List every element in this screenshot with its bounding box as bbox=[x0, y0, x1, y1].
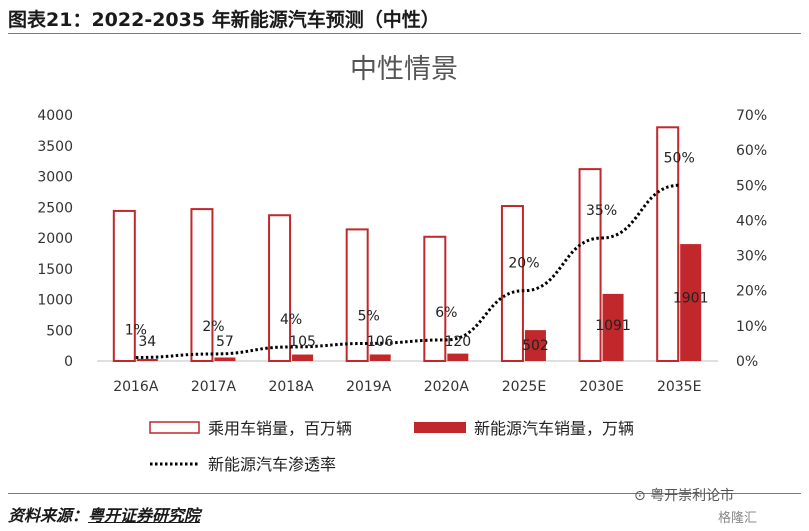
y2-tick-label: 40% bbox=[736, 213, 767, 229]
penetration-label: 50% bbox=[664, 150, 695, 166]
y-tick-label: 2000 bbox=[37, 231, 73, 247]
x-tick-label: 2025E bbox=[502, 379, 546, 395]
nev-sales-label: 1901 bbox=[673, 291, 709, 307]
penetration-label: 2% bbox=[202, 319, 224, 335]
y-tick-label: 0 bbox=[64, 354, 73, 370]
x-tick-label: 2019A bbox=[346, 379, 392, 395]
data-labels: 34 57 105 106 120 502 1091 1901 1% 2% 4% 5% 6% 20% 35%… bbox=[125, 150, 709, 354]
nev-sales-bar bbox=[369, 354, 391, 361]
passenger-car-bar bbox=[500, 205, 524, 362]
y-tick-label: 3500 bbox=[37, 139, 73, 155]
x-tick-label: 2030E bbox=[579, 379, 623, 395]
x-tick-label: 2017A bbox=[191, 379, 237, 395]
nev-sales-bar bbox=[214, 357, 236, 361]
nev-sales-bar bbox=[292, 354, 314, 361]
legend-swatch-nev bbox=[414, 422, 466, 433]
source-name: 粤开证券研究院 bbox=[88, 506, 201, 525]
penetration-label: 20% bbox=[508, 256, 539, 272]
source-note: 资料来源：粤开证券研究院 bbox=[8, 502, 200, 526]
legend-label-penetration: 新能源汽车渗透率 bbox=[208, 455, 336, 474]
nev-sales-label: 34 bbox=[138, 334, 156, 350]
legend-label-passenger: 乘用车销量，百万辆 bbox=[208, 419, 352, 438]
legend-label-nev: 新能源汽车销量，万辆 bbox=[474, 419, 634, 438]
y-tick-label: 1000 bbox=[37, 293, 73, 309]
nev-sales-label: 502 bbox=[522, 338, 549, 354]
x-tick-label: 2018A bbox=[268, 379, 314, 395]
penetration-label: 1% bbox=[125, 322, 147, 338]
nev-sales-bar bbox=[680, 244, 702, 361]
figure-title: 图表21：2022-2035 年新能源汽车预测（中性） bbox=[8, 9, 440, 31]
nev-sales-label: 106 bbox=[367, 334, 394, 350]
nev-sales-bar bbox=[136, 358, 158, 361]
legend-swatch-passenger bbox=[149, 421, 200, 434]
nev-sales-bar bbox=[447, 353, 469, 361]
axes: 0 500 1000 1500 2000 2500 3000 3500 4000 0% 10% 20%… bbox=[37, 108, 767, 395]
nev-sales-label: 120 bbox=[444, 334, 471, 350]
watermark-2: 格隆汇 bbox=[718, 511, 758, 526]
y2-tick-label: 20% bbox=[736, 284, 767, 300]
watermark: ⊙ 粤开崇利论市 bbox=[634, 488, 735, 504]
y-tick-label: 3000 bbox=[37, 170, 73, 186]
passenger-car-bar bbox=[345, 228, 369, 362]
penetration-label: 4% bbox=[280, 312, 302, 328]
passenger-car-bar bbox=[112, 209, 136, 362]
nev-sales-label: 105 bbox=[289, 334, 316, 350]
y-tick-label: 1500 bbox=[37, 262, 73, 278]
nev-sales-label: 1091 bbox=[595, 318, 631, 334]
chart-title: 中性情景 bbox=[350, 54, 458, 85]
y-tick-label: 2500 bbox=[37, 200, 73, 216]
x-tick-label: 2035E bbox=[657, 379, 701, 395]
passenger-car-bar bbox=[578, 168, 602, 362]
penetration-line-path bbox=[135, 183, 680, 359]
top-rule bbox=[8, 33, 801, 34]
penetration-label: 6% bbox=[435, 305, 457, 321]
nev-sales-bar bbox=[602, 293, 624, 361]
bottom-rule bbox=[8, 493, 801, 494]
penetration-label: 5% bbox=[358, 308, 380, 324]
y2-tick-label: 0% bbox=[736, 354, 758, 370]
y2-tick-label: 10% bbox=[736, 319, 767, 335]
penetration-label: 35% bbox=[586, 203, 617, 219]
x-tick-label: 2020A bbox=[424, 379, 470, 395]
passenger-car-bar bbox=[268, 214, 292, 362]
y2-tick-label: 50% bbox=[736, 178, 767, 194]
y-tick-label: 4000 bbox=[37, 108, 73, 124]
nev-sales-label: 57 bbox=[216, 334, 234, 350]
y-tick-label: 500 bbox=[46, 323, 73, 339]
watermark-text: 粤开崇利论市 bbox=[650, 488, 735, 504]
source-prefix: 资料来源： bbox=[8, 506, 89, 525]
passenger-car-bar bbox=[190, 208, 214, 362]
y2-tick-label: 70% bbox=[736, 108, 767, 124]
passenger-car-bar bbox=[423, 235, 447, 363]
y2-tick-label: 30% bbox=[736, 249, 767, 265]
penetration-line bbox=[135, 183, 680, 359]
x-tick-label: 2016A bbox=[113, 379, 159, 395]
y2-tick-label: 60% bbox=[736, 143, 767, 159]
nev-sales-bar bbox=[524, 330, 546, 361]
